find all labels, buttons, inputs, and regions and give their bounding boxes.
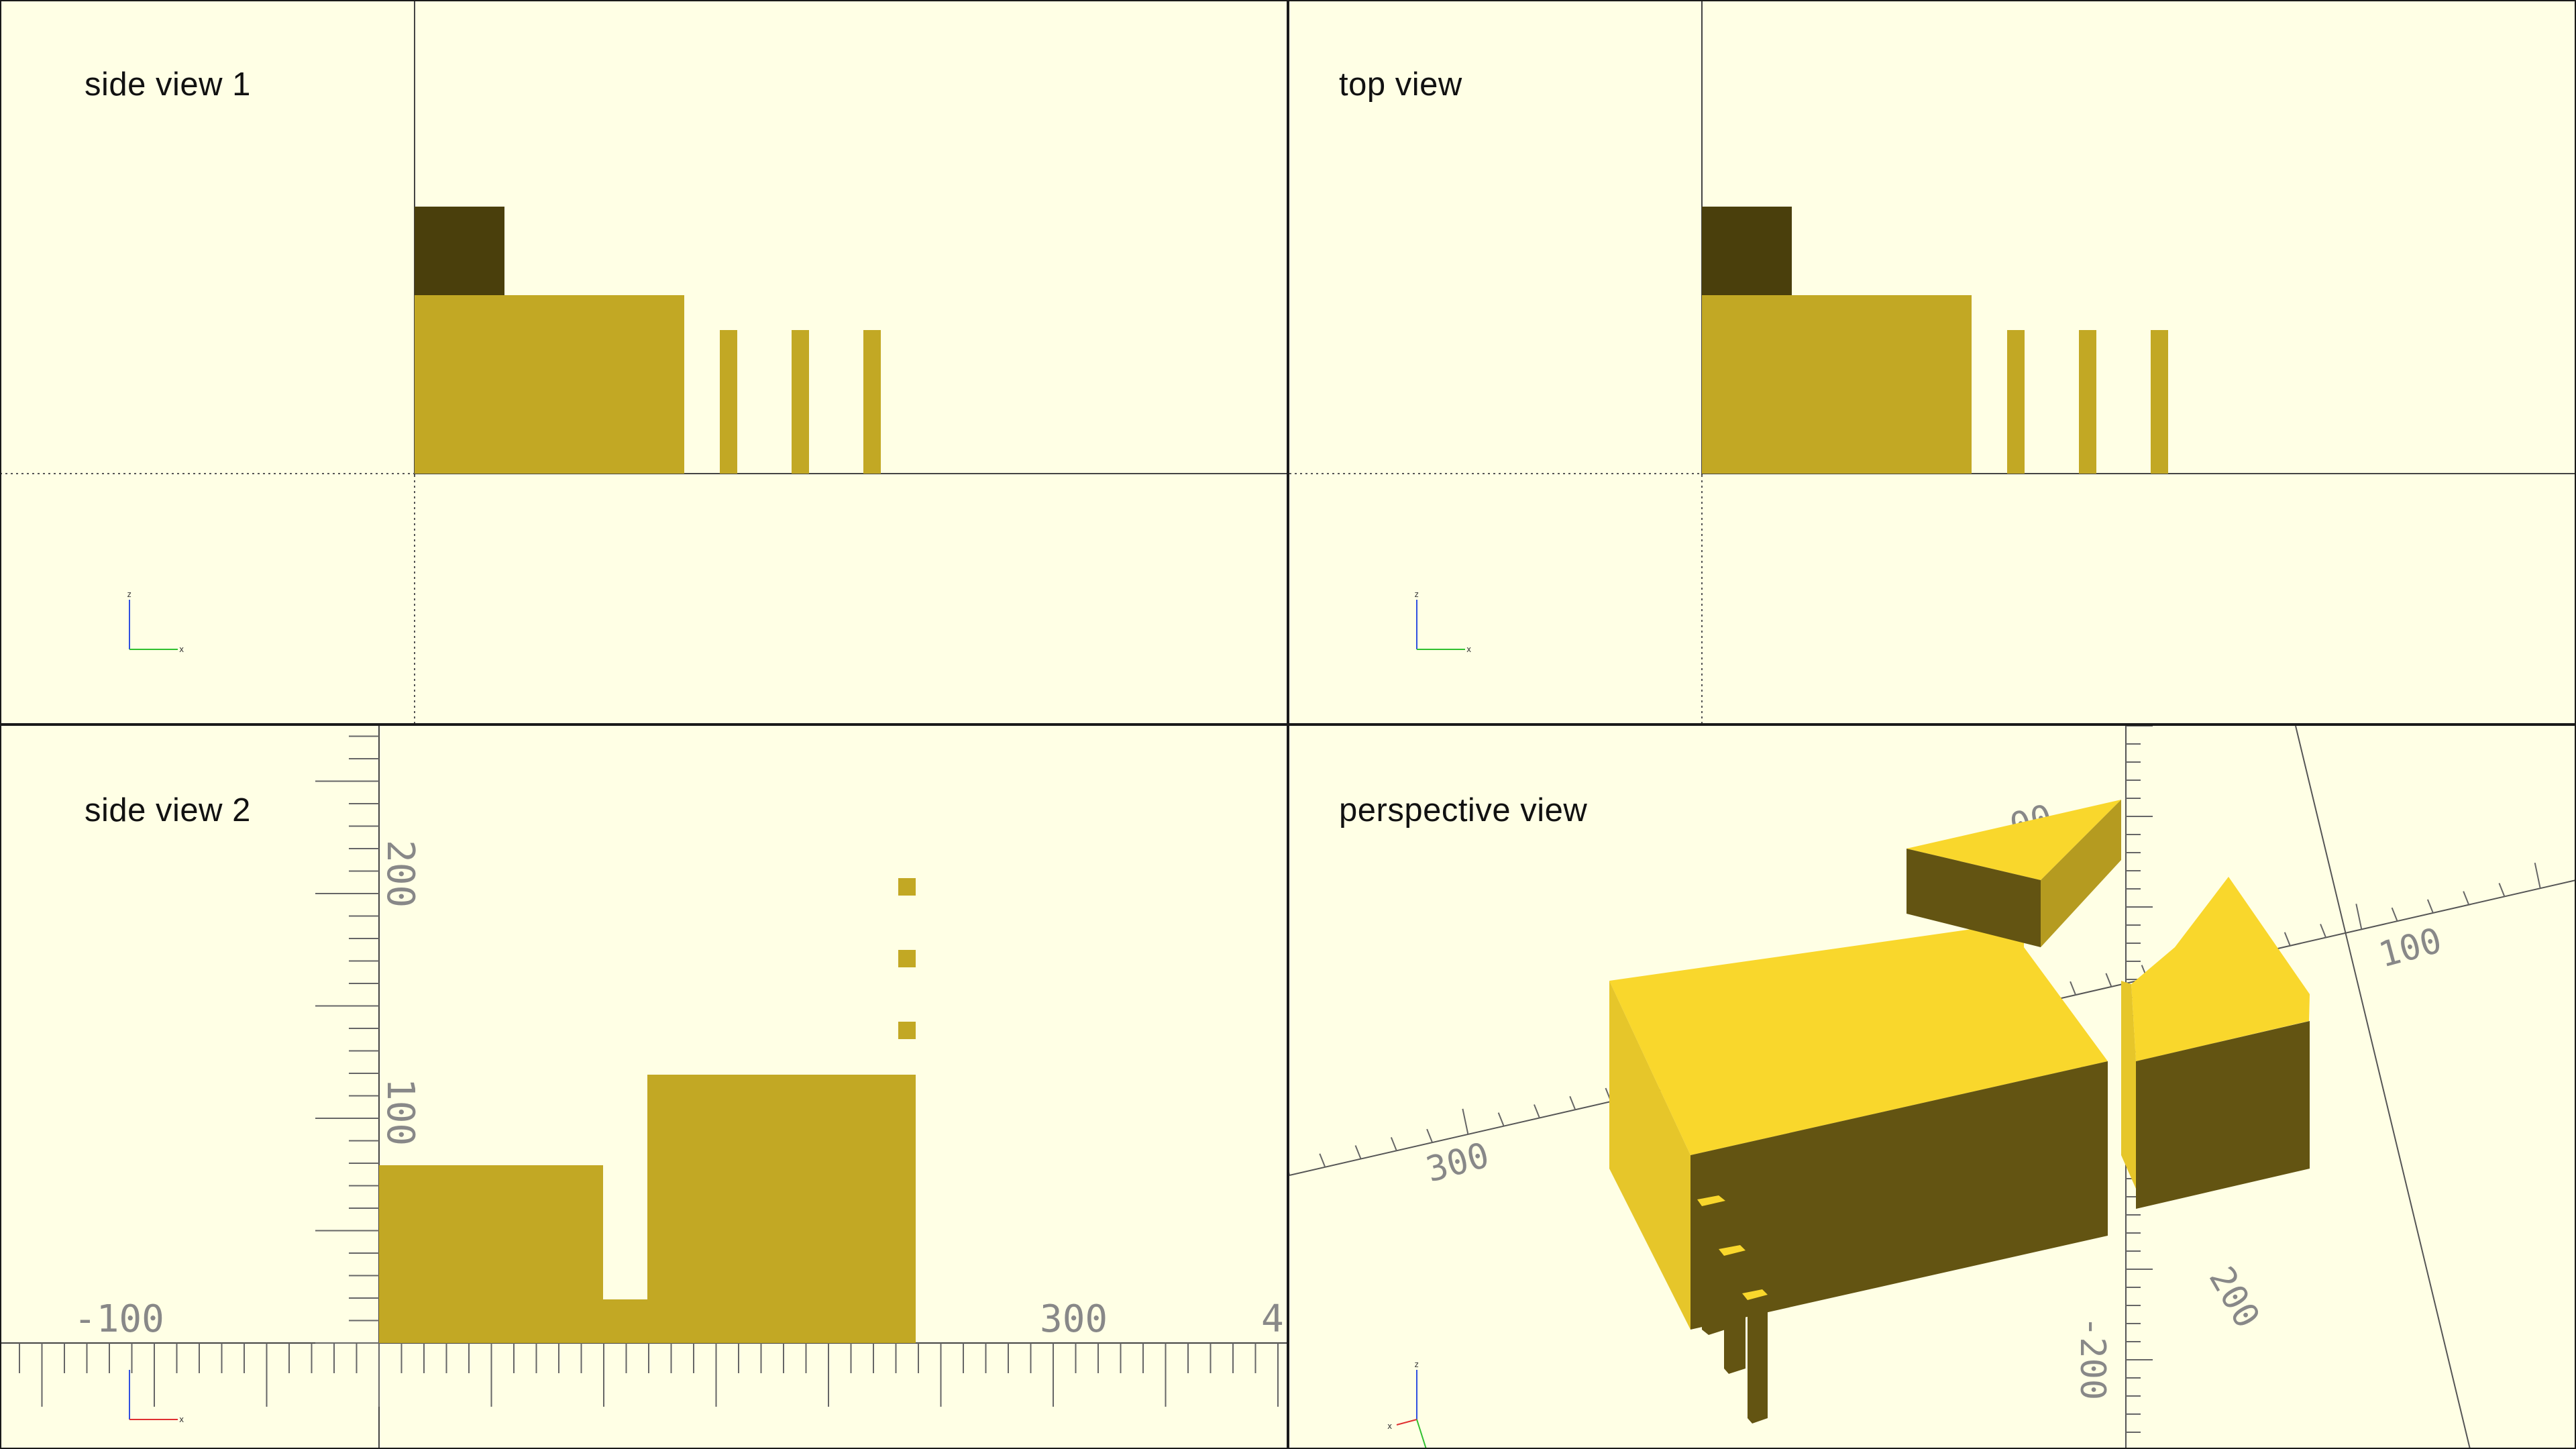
ruler-tick	[1462, 1108, 1469, 1135]
post-2	[2079, 330, 2096, 474]
axis-label-x: x	[1387, 1421, 1392, 1431]
side-view-2-canvas[interactable]: 200 100 -100 300 4 x	[0, 726, 1287, 1449]
ruler-tick	[1319, 1153, 1326, 1168]
axis-gizmo: z x	[127, 590, 184, 654]
outer-border-left	[0, 0, 1, 1449]
tick-label-300: 300	[1040, 1297, 1108, 1341]
ruler-tick	[1354, 1145, 1362, 1159]
post-dot-3	[898, 1022, 916, 1039]
ruler-tick	[1569, 1095, 1576, 1110]
wedge-side	[2041, 800, 2121, 947]
left-block-right	[1690, 1061, 2108, 1330]
ruler-tick	[2391, 907, 2398, 922]
ruler-tick	[1390, 1136, 1397, 1151]
main-block	[415, 295, 684, 474]
top-view-title: top view	[1339, 66, 1462, 103]
top-view-canvas[interactable]: z x	[1289, 0, 2576, 723]
wedge-front	[1907, 849, 2041, 947]
post-3	[1748, 1295, 1768, 1424]
notch-block	[602, 1299, 649, 1343]
right-block-right	[2136, 1021, 2310, 1209]
perspective-view-panel[interactable]: 00 300 100 -100 -200 200	[1289, 726, 2576, 1449]
axis-label-z: z	[1414, 1360, 1419, 1369]
perspective-view-canvas[interactable]: 00 300 100 -100 -200 200	[1289, 726, 2576, 1449]
outer-border-right	[2575, 0, 2576, 1449]
right-block-front	[2121, 981, 2136, 1189]
side-view-2-title: side view 2	[85, 792, 251, 828]
dark-block	[1702, 207, 1792, 297]
horizontal-divider[interactable]	[0, 723, 2576, 726]
post-3	[2151, 330, 2168, 474]
outer-border-top	[0, 0, 2576, 1]
axis-label-x: x	[179, 1415, 184, 1424]
outer-border-bottom	[0, 1448, 2576, 1449]
axis-label-z: z	[127, 590, 131, 599]
ruler-tick	[2463, 891, 2470, 906]
axis-label-z: z	[1414, 590, 1419, 599]
post-3-top	[1742, 1289, 1768, 1300]
ruler-tick	[2320, 924, 2326, 938]
axis-label-x: x	[1466, 645, 1471, 654]
left-block-front	[1609, 981, 1690, 1330]
ruler-tick	[1534, 1104, 1540, 1118]
tick-label-100: 100	[378, 1078, 422, 1146]
tick-label-100: 100	[2375, 920, 2446, 975]
tick-label-300: 300	[1422, 1135, 1493, 1190]
horizontal-ruler	[19, 1343, 1279, 1407]
axis-gizmo: z x	[1414, 590, 1471, 654]
right-block	[647, 1075, 916, 1343]
side-view-1-panel[interactable]: z x side view 1	[0, 0, 1287, 723]
tick-label-200: 200	[378, 840, 422, 908]
post-3	[863, 330, 881, 474]
post-2-top	[1719, 1245, 1746, 1256]
side-view-1-title: side view 1	[85, 66, 251, 103]
axis-gizmo: x	[129, 1370, 184, 1424]
tick-label-neg200: -200	[2072, 1316, 2112, 1400]
post-1	[2007, 330, 2025, 474]
side-view-2-panel[interactable]: 200 100 -100 300 4 x side view 2	[0, 726, 1287, 1449]
tick-label-neg100: -100	[74, 1297, 164, 1341]
post-dot-2	[898, 950, 916, 967]
ruler-tick	[2284, 932, 2291, 947]
ruler-tick	[1497, 1112, 1505, 1127]
ruler-tick	[2355, 904, 2363, 930]
ruler-tick	[1426, 1128, 1434, 1143]
side-view-1-canvas[interactable]: z x	[0, 0, 1287, 723]
post-1-top	[1697, 1195, 1725, 1206]
left-block	[379, 1165, 603, 1343]
right-block-top	[2131, 877, 2310, 1061]
main-block	[1702, 295, 1972, 474]
axis-y-line	[2295, 726, 2471, 1449]
post-1	[720, 330, 737, 474]
axis-gizmo: z x	[1387, 1360, 1427, 1449]
ruler-tick	[2498, 883, 2506, 897]
ruler-tick	[2426, 899, 2434, 914]
top-view-panel[interactable]: z x top view	[1289, 0, 2576, 723]
post-2	[792, 330, 809, 474]
ruler-tick	[2070, 981, 2077, 996]
tick-label-4: 4	[1261, 1297, 1284, 1341]
wedge-top	[1907, 800, 2121, 880]
axis-label-x: x	[179, 645, 184, 654]
vertical-ruler	[315, 735, 379, 1344]
perspective-view-title: perspective view	[1339, 792, 1588, 828]
dark-block	[415, 207, 504, 297]
post-dot-1	[898, 878, 916, 896]
left-block-top	[1609, 922, 2108, 1155]
ruler-tick	[2534, 863, 2541, 889]
ruler-tick	[2105, 973, 2112, 987]
tick-label-200: 200	[2201, 1260, 2267, 1335]
post-1	[1702, 1201, 1725, 1335]
post-2	[1724, 1250, 1746, 1374]
